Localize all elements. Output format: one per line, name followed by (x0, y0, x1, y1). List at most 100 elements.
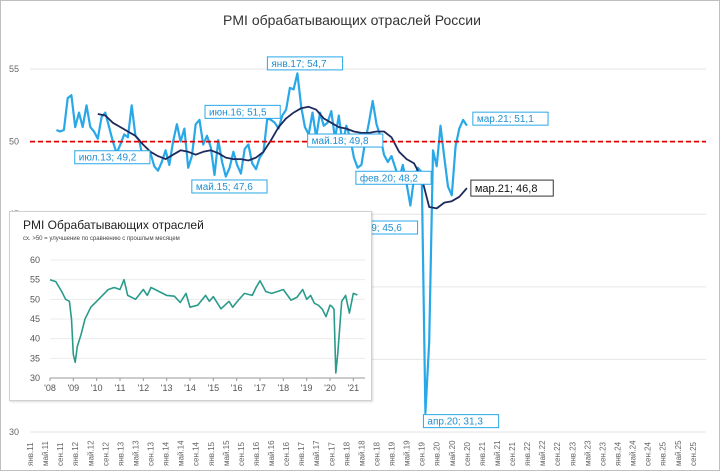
annotation-label: мар.21; 51,1 (477, 114, 534, 125)
x-tick-label: янв.18 (342, 441, 351, 466)
inset-x-tick-label: '19 (301, 383, 313, 393)
x-tick-label: янв.20 (433, 441, 442, 466)
x-tick-label: сен.24 (644, 441, 653, 466)
inset-y-tick-labels: 60 55 50 45 40 35 30 (30, 255, 40, 383)
inset-y-tick-label: 35 (30, 353, 40, 363)
annotation-label: янв.17; 54,7 (271, 59, 327, 70)
inset-x-tick-label: '11 (114, 383, 125, 393)
x-tick-label: янв.21 (478, 441, 487, 466)
x-tick-label: сен.20 (463, 441, 472, 466)
inset-title: PMI Обрабатывающих отраслей (23, 218, 204, 232)
x-tick-label: май.11 (41, 441, 50, 466)
x-tick-label: май.22 (538, 440, 547, 466)
annotation-label: фев.20; 48,2 (360, 172, 418, 184)
x-tick-label: май.17 (312, 440, 321, 466)
x-tick-label: май.21 (493, 440, 502, 466)
annotation-box (74, 150, 151, 165)
inset-y-tick-label: 60 (30, 255, 40, 265)
x-tick-label: сен.22 (553, 441, 562, 466)
inset-x-tick-label: '18 (277, 383, 289, 393)
x-tick-label: янв.13 (116, 441, 125, 466)
inset-subtitle: сх. >50 = улучшение по сравнению с прошл… (23, 236, 180, 242)
inset-x-tick-label: '14 (184, 383, 196, 393)
annotation-label: ноя.19; 45,6 (346, 223, 402, 234)
x-tick-label: янв.25 (659, 441, 668, 466)
inset-x-tick-label: '17 (254, 383, 266, 393)
y-tick-label: 50 (9, 137, 19, 147)
annotation-label: июл.13; 49,2 (79, 153, 137, 164)
x-tick-label: сен.16 (282, 441, 291, 466)
inset-y-tick-label: 55 (30, 275, 40, 285)
x-tick-label: май.18 (357, 440, 366, 466)
inset-x-tick-label: '21 (347, 383, 359, 393)
x-axis-tick-labels: янв.11 май.11 сен.11 янв.12 май.12 сен.12 янв.… (26, 440, 698, 466)
x-tick-label: сен.14 (192, 441, 201, 466)
inset-gridlines (50, 259, 365, 379)
x-tick-label: янв.24 (613, 441, 622, 466)
inset-x-tick-label: '08 (44, 383, 56, 393)
annotation-box (266, 56, 344, 71)
x-tick-label: сен.25 (689, 441, 698, 466)
annotation-box (307, 133, 384, 148)
annotation-box (191, 179, 268, 194)
x-tick-label: янв.12 (71, 441, 80, 466)
x-tick-label: янв.11 (26, 442, 35, 466)
annotation-box (472, 111, 549, 126)
y-tick-label: 30 (9, 427, 19, 437)
annotation-box (470, 179, 554, 197)
x-tick-label: янв.17 (297, 441, 306, 466)
annotation-label: июн.16; 51,5 (209, 107, 267, 118)
inset-y-tick-label: 45 (30, 314, 40, 324)
x-tick-label: янв.23 (568, 441, 577, 466)
inset-y-tick-label: 50 (30, 294, 40, 304)
x-tick-label: сен.11 (56, 442, 65, 466)
y-tick-label: 55 (9, 64, 19, 74)
x-tick-label: янв.22 (523, 441, 532, 466)
annotations: янв.17; 54,7 июн.16; 51,5 июл.13; 49,2 май.… (74, 56, 554, 429)
annotation-label: май.15; 47,6 (196, 182, 253, 193)
annotation-label: апр.20; 31,3 (427, 417, 483, 428)
annotation-label: мар.21; 46,8 (475, 183, 538, 195)
inset-x-tick-label: '15 (207, 383, 219, 393)
x-tick-label: май.15 (222, 440, 231, 466)
moving-average-line (97, 105, 468, 210)
inset-y-tick-label: 40 (30, 334, 40, 344)
inset-y-tick-label: 30 (30, 373, 40, 383)
x-tick-label: сен.17 (327, 441, 336, 466)
x-tick-label: май.16 (267, 440, 276, 466)
x-tick-label: май.25 (674, 440, 683, 466)
inset-chart: PMI Обрабатывающих отраслей сх. >50 = ул… (9, 211, 372, 401)
inset-pmi-line (49, 278, 358, 374)
annotation-box (204, 104, 281, 119)
x-tick-label: май.14 (177, 440, 186, 466)
inset-x-tick-label: '10 (91, 383, 103, 393)
inset-x-tick-label: '20 (324, 383, 336, 393)
x-tick-label: янв.14 (162, 441, 171, 466)
x-tick-label: май.13 (131, 440, 140, 466)
x-tick-label: май.20 (448, 440, 457, 466)
inset-series-line (49, 278, 358, 374)
x-tick-label: сен.19 (418, 441, 427, 466)
x-tick-label: май.12 (86, 440, 95, 466)
x-tick-label: янв.15 (207, 441, 216, 466)
inset-x-tick-label: '16 (231, 383, 243, 393)
inset-x-tick-label: '13 (161, 383, 173, 393)
x-tick-label: янв.16 (252, 441, 261, 466)
x-tick-label: янв.19 (388, 441, 397, 466)
x-tick-label: сен.15 (237, 441, 246, 466)
annotation-label: май.18; 49,8 (312, 136, 369, 147)
x-tick-label: сен.23 (598, 441, 607, 466)
inset-x-tick-label: '12 (137, 383, 149, 393)
inset-x-tick-label: '09 (67, 383, 79, 393)
x-tick-label: май.19 (403, 440, 412, 466)
annotation-box (355, 170, 432, 185)
x-tick-label: сен.13 (147, 441, 156, 466)
inset-x-tick-labels: '08 '09 '10 '11 '12 '13 '14 '15 '16 '17 '18 '19 '20 '… (44, 378, 359, 393)
x-tick-label: май.24 (629, 440, 638, 466)
chart-title: PMI обрабатывающих отраслей России (223, 12, 481, 28)
x-tick-label: сен.12 (101, 441, 110, 466)
annotation-box (422, 414, 500, 429)
x-tick-label: сен.18 (372, 441, 381, 466)
x-tick-label: сен.21 (508, 441, 517, 466)
